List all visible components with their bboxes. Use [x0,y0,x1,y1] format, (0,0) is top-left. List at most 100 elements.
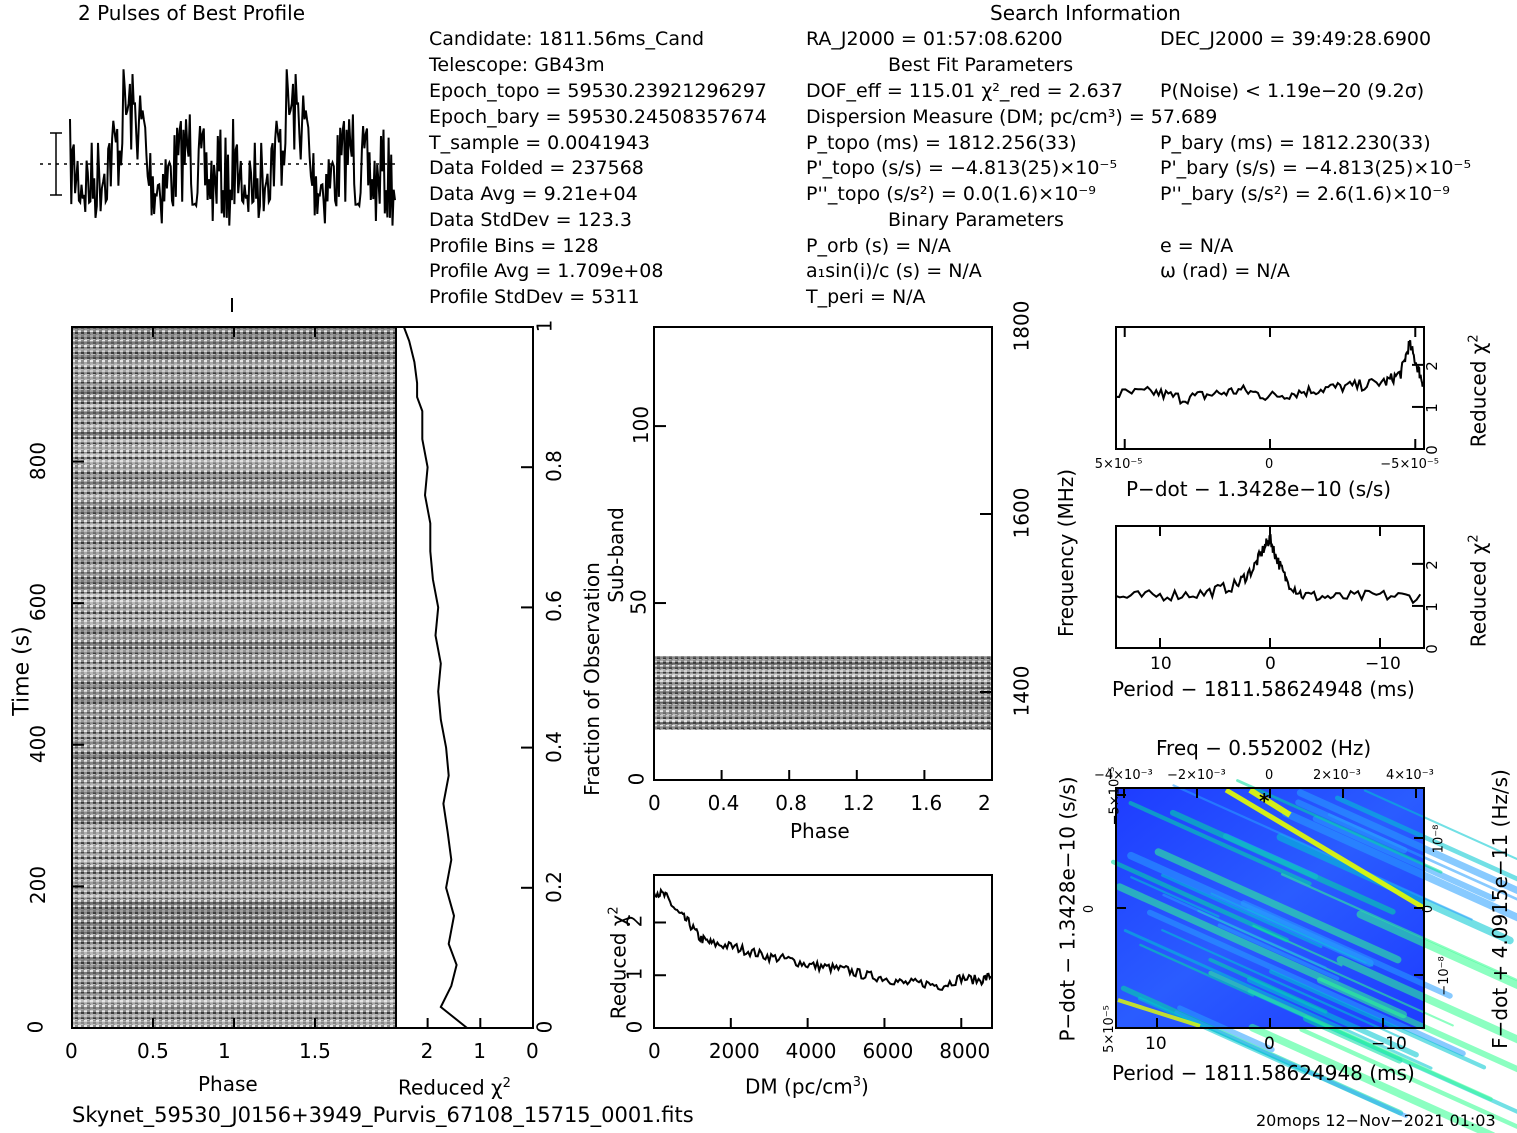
subband-row [654,659,992,662]
y2-tick-label: 0 [1421,904,1437,914]
info-line: Epoch_topo = 59530.23921296297 [429,80,767,102]
time-phase-row [72,551,396,555]
y-tick-label: 0.4 [541,730,566,763]
info-line: DOF_eff = 115.01 χ²_red = 2.637 [806,80,1123,102]
info-line: P'_topo (s/s) = −4.813(25)×10⁻⁵ [806,157,1118,179]
time-phase-row [72,348,396,352]
map-title: Freq − 0.552002 (Hz) [1156,736,1372,760]
subband-y2label: Frequency (MHz) [1054,468,1079,638]
time-phase-row [72,796,396,801]
map-streak [1336,955,1517,1044]
x-tick-label: −10 [1365,654,1401,674]
info-line: Telescope: GB43m [429,54,605,76]
time-phase-row [72,985,396,990]
subband-row [654,687,992,690]
footer-filename: Skynet_59530_J0156+3949_Purvis_67108_157… [72,1103,694,1127]
time-phase-row [72,747,396,752]
info-line: P'_bary (s/s) = −4.813(25)×10⁻⁵ [1160,157,1472,179]
x-tick-label: 1 [218,1039,231,1063]
time-phase-row [72,516,396,520]
time-phase-row [72,446,396,450]
time-phase-panel [71,298,397,1029]
info-line: Profile StdDev = 5311 [429,286,640,308]
y-tick-label: 0 [624,772,649,786]
time-phase-row [72,474,396,478]
time-phase-row [72,670,396,674]
map-streak [1281,809,1517,922]
time-phase-row [72,698,396,702]
time-phase-row [72,768,396,773]
subband-row [654,677,992,679]
time-phase-row [72,775,396,780]
subband-row [654,684,992,686]
y-tick-label: 600 [26,583,51,622]
y2-tick-label: −10⁻⁸ [1436,956,1452,996]
x-tick-label: 4000 [785,1039,837,1063]
map-streak [1128,801,1312,886]
time-phase-row [72,922,396,927]
y-tick-label: 0.6 [541,590,566,623]
time-phase-row [72,852,396,857]
subband-image [654,656,992,730]
time-phase-row [72,915,396,920]
time-phase-row [72,789,396,794]
info-line: P_topo (ms) = 1812.256(33) [806,132,1077,154]
y-tick-label: 0.8 [541,450,566,483]
time-phase-row [72,838,396,843]
time-phase-row [72,635,396,639]
time-phase-row [72,432,396,436]
time-phase-row [72,992,396,997]
time-phase-row [72,894,396,899]
y-tick-label: 0 [1422,644,1441,654]
map-streak [1161,873,1323,949]
time-phase-row [72,628,396,632]
time-phase-row [72,390,396,394]
map-streak [1174,1010,1408,1118]
subband-row [654,708,992,711]
subband-row [654,715,992,718]
map-ridge [1117,998,1201,1028]
y-tick-label: 0.2 [541,870,566,903]
x-tick-label: −10 [1371,1034,1407,1054]
info-line: Dispersion Measure (DM; pc/cm³) = 57.689 [806,106,1218,128]
subband-row [654,722,992,725]
time-phase-row [72,362,396,366]
map-streak [1236,779,1443,874]
map-streak [1162,893,1327,970]
map-streak [1139,943,1255,997]
subband-row [654,680,992,683]
time-phase-row [72,929,396,934]
time-redchi-series-line [402,326,468,1029]
subband-xlabel: Phase [790,819,850,843]
time-phase-row [72,537,396,541]
time-phase-row [72,705,396,709]
time-phase-row [72,614,396,618]
map-streak [1172,784,1473,921]
subband-phase-panel [653,326,993,781]
time-phase-ticks [71,298,316,1029]
subband-row [654,670,992,672]
profile-panel [40,69,396,226]
time-redchi-xlabel: Reduced χ2 [398,1075,511,1100]
y-tick-label: 1 [1422,602,1441,612]
x-tick-label: 0 [648,791,661,815]
x-tick-label: 0 [1265,654,1276,674]
time-redchi-ylabel: Fraction of Observation [579,562,604,796]
map-streak [1334,795,1517,882]
x-tick-label: 2 [420,1039,434,1063]
time-phase-row [72,411,396,415]
subband-row [654,726,992,728]
time-phase-row [72,936,396,941]
x-tick-label: 1.2 [842,791,875,815]
time-phase-row [72,950,396,955]
subband-row [654,663,992,665]
dm-xlabel: DM (pc/cm3) [745,1074,869,1099]
map-streak [1269,969,1487,1070]
time-phase-row [72,642,396,646]
info-line: e = N/A [1160,235,1234,257]
info-line: P''_topo (s/s²) = 0.0(1.6)×10⁻⁹ [806,183,1096,205]
time-phase-row [72,831,396,836]
time-phase-row [72,943,396,948]
info-line: Profile Bins = 128 [429,235,599,257]
